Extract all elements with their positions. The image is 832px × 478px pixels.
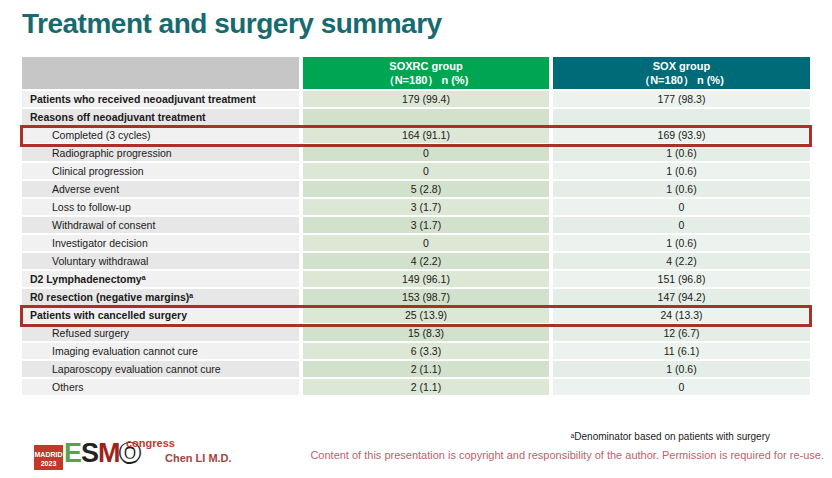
sox-value: 4 (2.2)	[553, 253, 810, 271]
soxrc-value: 0	[303, 145, 553, 163]
presentation-slide: Treatment and surgery summary SOXRC grou…	[0, 0, 832, 478]
congress-label: congress	[126, 437, 175, 449]
sox-value: 1 (0.6)	[553, 361, 810, 379]
soxrc-group-sub: （N=180） n (%)	[303, 73, 549, 87]
table-row: Withdrawal of consent 3 (1.7) 0	[22, 217, 810, 235]
treatment-summary-table: SOXRC group （N=180） n (%) SOX group （N=1…	[22, 57, 810, 397]
row-label: Reasons off neoadjuvant treatment	[22, 109, 303, 127]
soxrc-value: 3 (1.7)	[303, 217, 553, 235]
row-label: Loss to follow-up	[22, 199, 303, 217]
sox-value: 24 (13.3)	[553, 307, 810, 325]
sox-value: 0	[553, 217, 810, 235]
table-row: Investigator decision 0 1 (0.6)	[22, 235, 810, 253]
soxrc-group-name: SOXRC group	[303, 59, 549, 73]
table-row: Voluntary withdrawal 4 (2.2) 4 (2.2)	[22, 253, 810, 271]
table-row: Loss to follow-up 3 (1.7) 0	[22, 199, 810, 217]
row-label: Patients who received neoadjuvant treatm…	[22, 91, 303, 109]
esmo-congress-logo: MADRID 2023 ESMO congress	[34, 436, 174, 474]
soxrc-value: 2 (1.1)	[303, 379, 553, 397]
copyright-notice: Content of this presentation is copyrigh…	[310, 449, 824, 461]
soxrc-value: 2 (1.1)	[303, 361, 553, 379]
row-label: Laparoscopy evaluation cannot cure	[22, 361, 303, 379]
sox-value: 169 (93.9)	[553, 127, 810, 145]
row-label: D2 Lymphadenectomyᵃ	[22, 271, 303, 289]
sox-value	[553, 109, 810, 127]
sox-value: 1 (0.6)	[553, 235, 810, 253]
row-label: Radiographic progression	[22, 145, 303, 163]
sox-value: 177 (98.3)	[553, 91, 810, 109]
sox-value: 151 (96.8)	[553, 271, 810, 289]
table-row: Completed (3 cycles) 164 (91.1) 169 (93.…	[22, 127, 810, 145]
esmo-letter-m: M	[98, 438, 120, 468]
sox-value: 1 (0.6)	[553, 181, 810, 199]
table-row: Reasons off neoadjuvant treatment	[22, 109, 810, 127]
sox-value: 1 (0.6)	[553, 163, 810, 181]
table-row: Refused surgery 15 (8.3) 12 (6.7)	[22, 325, 810, 343]
soxrc-value: 164 (91.1)	[303, 127, 553, 145]
soxrc-value: 25 (13.9)	[303, 307, 553, 325]
madrid-2023-badge: MADRID 2023	[34, 445, 63, 470]
soxrc-value: 0	[303, 163, 553, 181]
sox-value: 0	[553, 379, 810, 397]
table-row: Others 2 (1.1) 0	[22, 379, 810, 397]
soxrc-value: 153 (98.7)	[303, 289, 553, 307]
row-label: Withdrawal of consent	[22, 217, 303, 235]
row-label: Clinical progression	[22, 163, 303, 181]
sox-value: 11 (6.1)	[553, 343, 810, 361]
table-row: D2 Lymphadenectomyᵃ 149 (96.1) 151 (96.8…	[22, 271, 810, 289]
row-label: Imaging evaluation cannot cure	[22, 343, 303, 361]
soxrc-value: 15 (8.3)	[303, 325, 553, 343]
sox-value: 1 (0.6)	[553, 145, 810, 163]
row-label: Patients with cancelled surgery	[22, 307, 303, 325]
row-label: Completed (3 cycles)	[22, 127, 303, 145]
row-label: Voluntary withdrawal	[22, 253, 303, 271]
soxrc-value: 4 (2.2)	[303, 253, 553, 271]
table-row: Patients who received neoadjuvant treatm…	[22, 91, 810, 109]
header-soxrc-group: SOXRC group （N=180） n (%)	[303, 57, 553, 91]
row-label: Investigator decision	[22, 235, 303, 253]
row-label: Refused surgery	[22, 325, 303, 343]
soxrc-value: 179 (99.4)	[303, 91, 553, 109]
table-row: Clinical progression 0 1 (0.6)	[22, 163, 810, 181]
soxrc-value: 6 (3.3)	[303, 343, 553, 361]
table-body: Patients who received neoadjuvant treatm…	[22, 91, 810, 397]
denominator-footnote: ᵃDenominator based on patients with surg…	[571, 431, 770, 442]
header-sox-group: SOX group （N=180） n (%)	[553, 57, 810, 91]
table-header: SOXRC group （N=180） n (%) SOX group （N=1…	[22, 57, 810, 91]
row-label: R0 resection (negative margins)ᵃ	[22, 289, 303, 307]
table-row: Adverse event 5 (2.8) 1 (0.6)	[22, 181, 810, 199]
soxrc-value: 5 (2.8)	[303, 181, 553, 199]
table-row: Radiographic progression 0 1 (0.6)	[22, 145, 810, 163]
soxrc-value: 3 (1.7)	[303, 199, 553, 217]
soxrc-value: 149 (96.1)	[303, 271, 553, 289]
row-label: Others	[22, 379, 303, 397]
esmo-letter-e: E	[64, 438, 81, 468]
author-name: Chen LI M.D.	[165, 452, 232, 464]
table-row: Patients with cancelled surgery 25 (13.9…	[22, 307, 810, 325]
sox-value: 12 (6.7)	[553, 325, 810, 343]
soxrc-value: 0	[303, 235, 553, 253]
sox-group-name: SOX group	[553, 59, 810, 73]
esmo-letter-s: S	[81, 438, 98, 468]
logo-year: 2023	[34, 459, 63, 468]
header-empty-cell	[22, 57, 303, 91]
table-row: Laparoscopy evaluation cannot cure 2 (1.…	[22, 361, 810, 379]
row-label: Adverse event	[22, 181, 303, 199]
table-row: Imaging evaluation cannot cure 6 (3.3) 1…	[22, 343, 810, 361]
sox-value: 0	[553, 199, 810, 217]
page-title: Treatment and surgery summary	[22, 8, 442, 40]
sox-value: 147 (94.2)	[553, 289, 810, 307]
table-row: R0 resection (negative margins)ᵃ 153 (98…	[22, 289, 810, 307]
logo-city: MADRID	[34, 450, 63, 459]
soxrc-value	[303, 109, 553, 127]
sox-group-sub: （N=180） n (%)	[553, 73, 810, 87]
